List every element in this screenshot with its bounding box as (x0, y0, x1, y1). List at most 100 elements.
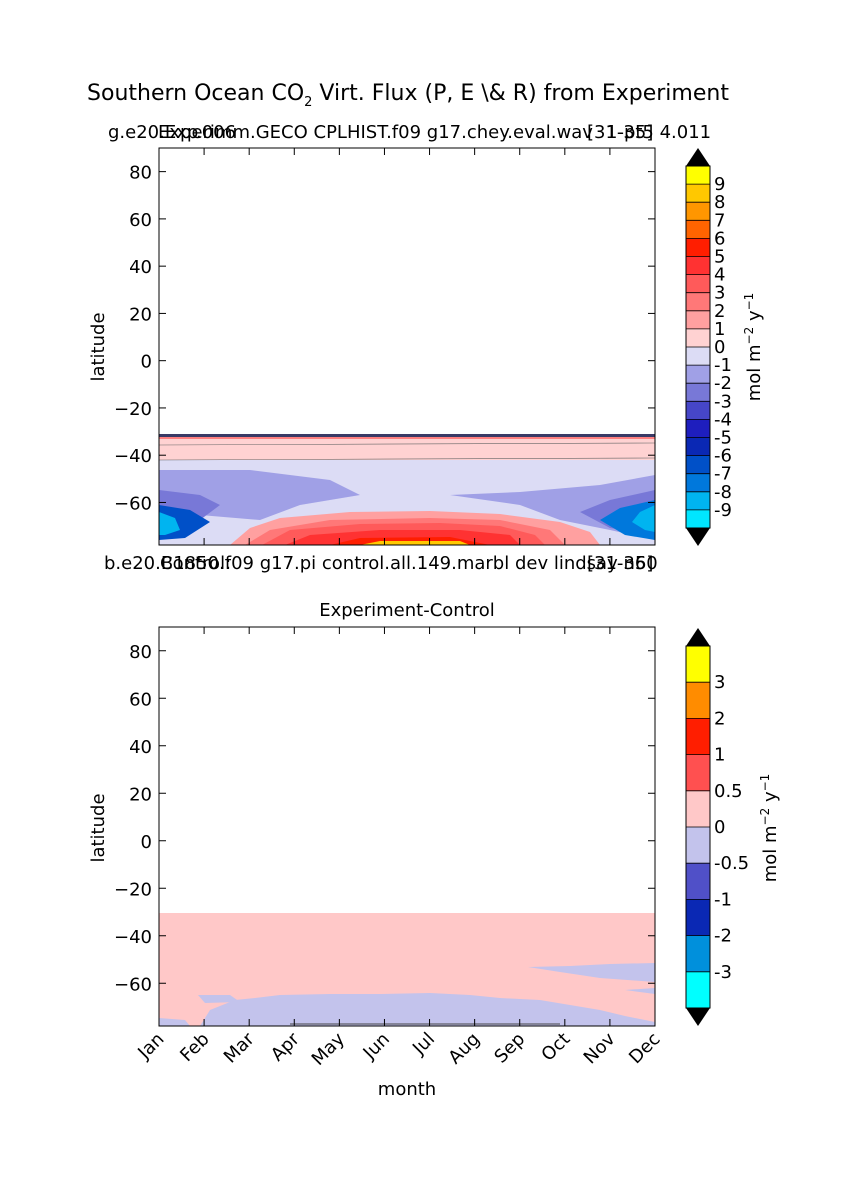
bottom-ytick-label: −60 (114, 974, 152, 995)
bottom-colorbar-segment (686, 935, 710, 973)
top-colorbar-segment (686, 437, 710, 457)
top-colorbar-segment (686, 292, 710, 312)
bottom-colorbar-segment (686, 718, 710, 756)
bottom-title-overlap: Control: (160, 553, 231, 574)
top-colorbar-label-level: 0 (714, 337, 725, 358)
top-colorbar-label-level: 3 (714, 283, 725, 304)
top-contour-band (632, 505, 655, 532)
bottom-colorbar-segment (686, 971, 710, 1009)
bottom-colorbar-label-level: -3 (714, 962, 732, 983)
top-colorbar-segment (686, 256, 710, 276)
bottom-xtick-label: Dec (625, 1029, 664, 1068)
top-ytick-label: 60 (129, 210, 152, 231)
top-colorbar-segment (686, 166, 710, 185)
top-colorbar-label-level: 1 (714, 319, 725, 340)
top-colorbar-segment (686, 509, 710, 529)
top-colorbar-label-level: -5 (714, 428, 732, 449)
bottom-colorbar-label-level: 0 (714, 817, 725, 838)
top-contour-line (158, 442, 656, 446)
bottom-plot-area (158, 626, 656, 1027)
bottom-contour-band (528, 963, 655, 982)
top-colorbar-segment (686, 365, 710, 384)
bottom-ytick-label: −40 (114, 927, 152, 948)
bottom-contour-band (200, 993, 655, 1026)
top-colorbar-label-level: 6 (714, 228, 725, 249)
top-colorbar-label-level: 5 (714, 247, 725, 268)
bottom-colorbar-label-level: 1 (714, 745, 725, 766)
bottom-ytick-label: 40 (129, 737, 152, 758)
bottom-ylabel: latitude (88, 793, 109, 862)
top-title-overlap: Experimm.GECO CPLHIST.f09 g17.chey.eval.… (158, 122, 593, 143)
bottom-xtick-label: Jan (133, 1029, 168, 1064)
bottom-colorbar-segment (686, 899, 710, 937)
bottom-ytick-label: 20 (129, 784, 152, 805)
bottom-colorbar-min-extend (686, 1008, 710, 1026)
bottom-xtick-label: Jun (359, 1029, 394, 1064)
bottom-xtick-label: May (308, 1028, 349, 1069)
top-contour-band (360, 541, 470, 545)
top-colorbar-label-level: -7 (714, 464, 732, 485)
top-ytick-label: −20 (114, 399, 152, 420)
top-colorbar-label-level: -4 (714, 409, 732, 430)
top-front-line (159, 434, 655, 437)
top-colorbar-max-extend (686, 148, 710, 166)
bottom-contour-band (159, 1018, 190, 1026)
top-contour-band (159, 512, 180, 535)
top-contour-band (600, 500, 655, 540)
top-contour-line (158, 457, 656, 461)
top-ytick-label: −60 (114, 493, 152, 514)
bottom-colorbar-label-level: 2 (714, 708, 725, 729)
bottom-xtick-label: Jul (408, 1029, 439, 1060)
top-title-left: g.e20.Exp (108, 122, 198, 143)
bottom-colorbar-segment (686, 790, 710, 828)
top-colorbar-label-level: -6 (714, 446, 732, 467)
bottom-colorbar-segment (686, 754, 710, 792)
bottom-colorbar-label: mol m−2 y−1 (758, 774, 781, 883)
bottom-colorbar-segment (686, 682, 710, 719)
top-colorbar-segment (686, 184, 710, 203)
top-colorbar-label-level: -3 (714, 391, 732, 412)
top-contour-band (159, 435, 655, 460)
bottom-contour-band (625, 988, 655, 994)
top-colorbar-label-level: 8 (714, 192, 725, 213)
bottom-subtitle: Experiment-Control (319, 600, 495, 621)
top-ylabel: latitude (88, 312, 109, 381)
bottom-xtick-label: Aug (444, 1029, 484, 1069)
top-colorbar-label-level: 4 (714, 265, 725, 286)
top-colorbar-segment (686, 455, 710, 475)
top-colorbar-label-level: -8 (714, 482, 732, 503)
top-title-suffix: .006 (196, 122, 236, 143)
top-colorbar-label-level: -2 (714, 373, 732, 394)
top-title-right-overlap: 1-pt5 4.011 (606, 122, 711, 143)
top-colorbar-segment (686, 383, 710, 402)
bottom-xtick-label: Mar (220, 1028, 259, 1067)
top-colorbar-segment (686, 202, 710, 221)
top-ytick-label: 0 (141, 352, 152, 373)
bottom-colorbar-segment (686, 863, 710, 900)
bottom-xtick-label: Nov (580, 1028, 620, 1068)
top-colorbar-min-extend (686, 528, 710, 546)
top-front-line (159, 437, 655, 439)
bottom-ytick-label: 80 (129, 642, 152, 663)
bottom-xtick-label: Apr (267, 1028, 304, 1065)
bottom-title-left: b.e20.B1850.f09 g17.pi control.all.149.m… (104, 553, 658, 574)
bottom-y-axis: 80 60 40 20 0 −20 −40 −60 (114, 642, 655, 995)
bottom-colorbar-max-extend (686, 628, 710, 646)
bottom-xtick-label: Feb (176, 1029, 213, 1066)
top-colorbar-label-level: 2 (714, 301, 725, 322)
top-colorbar-label: mol m−2 y−1 (742, 293, 765, 402)
bottom-ytick-label: −20 (114, 879, 152, 900)
bottom-title-right: [31-35] (587, 553, 653, 574)
bottom-colorbar-label-level: 3 (714, 672, 725, 693)
top-colorbar-segment (686, 401, 710, 420)
bottom-colorbar-segment (686, 646, 710, 683)
top-colorbar-label-level: -1 (714, 355, 732, 376)
top-ytick-label: −40 (114, 446, 152, 467)
bottom-xlabel: month (378, 1079, 436, 1100)
top-colorbar-segment (686, 419, 710, 438)
top-colorbar-label-level: 9 (714, 174, 725, 195)
top-colorbar-segment (686, 274, 710, 294)
top-colorbar-segment (686, 328, 710, 348)
